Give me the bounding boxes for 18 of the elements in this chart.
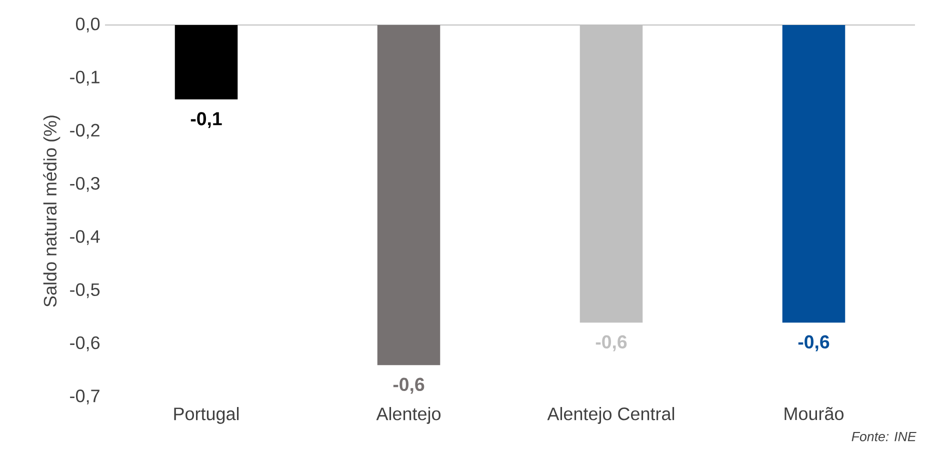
data-label: -0,6 xyxy=(798,335,830,352)
source-note: Fonte: INE xyxy=(852,432,916,442)
x-tick-label: Portugal xyxy=(174,407,239,424)
x-tick-label: Alentejo xyxy=(376,407,441,424)
y-tick-label: -0,4 xyxy=(70,230,100,245)
data-label: -0,6 xyxy=(393,378,424,394)
x-tick-label: Alentejo Central xyxy=(547,407,674,424)
y-tick-label: -0,5 xyxy=(70,283,100,298)
y-tick-label: 0,0 xyxy=(76,18,100,32)
x-tick-label: Mourão xyxy=(784,407,844,420)
data-label: -0,1 xyxy=(190,112,222,128)
y-tick-label: -0,7 xyxy=(70,390,100,404)
y-axis-title: Saldo natural médio (%) xyxy=(43,116,60,307)
data-label: -0,6 xyxy=(596,335,627,352)
y-tick-label: -0,3 xyxy=(70,176,100,192)
y-tick-label: -0,6 xyxy=(70,336,100,352)
y-tick-label: -0,1 xyxy=(70,70,100,86)
y-tick-label: -0,2 xyxy=(70,124,100,139)
